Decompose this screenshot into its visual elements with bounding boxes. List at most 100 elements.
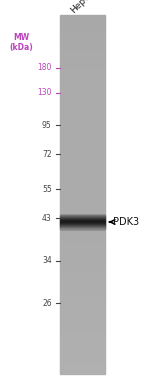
Bar [60,364,105,365]
Bar [60,246,105,247]
Bar [60,367,105,368]
Bar [60,213,105,214]
Bar [60,210,105,212]
Bar [60,88,105,90]
Bar [60,156,105,157]
Bar [60,198,105,200]
Bar [60,49,105,50]
Text: 130: 130 [37,88,52,97]
Bar [60,346,105,347]
Bar [60,120,105,121]
Bar [60,215,105,217]
Bar [60,341,105,342]
Bar [60,264,105,266]
Bar [60,217,105,218]
Bar [60,231,105,232]
Bar [60,371,105,372]
Bar [60,133,105,134]
Bar [60,209,105,210]
Bar [60,352,105,353]
Bar [60,255,105,256]
Bar [60,232,105,233]
Bar [60,146,105,147]
Bar [60,81,105,83]
Bar [60,87,105,88]
Bar [60,316,105,317]
Bar [60,335,105,336]
Bar [60,176,105,177]
Bar [60,219,105,220]
Bar [60,177,105,178]
Bar [60,273,105,274]
Bar [60,312,105,313]
Bar [60,334,105,335]
Bar [60,313,105,315]
Bar [60,174,105,176]
Bar [60,281,105,282]
Bar [60,239,105,240]
Bar [60,280,105,281]
Bar [60,357,105,358]
Bar [60,115,105,116]
Bar [60,144,105,145]
Bar [60,39,105,41]
Bar [60,95,105,96]
Bar [60,249,105,250]
Bar [60,152,105,153]
Bar [60,164,105,165]
Bar [60,355,105,357]
Bar [60,193,105,194]
Bar [60,158,105,159]
Bar [60,359,105,360]
Bar [60,276,105,278]
Bar [60,165,105,166]
Bar [60,263,105,264]
Text: HepG2: HepG2 [69,0,97,15]
Bar [60,350,105,352]
Bar [60,189,105,190]
Bar [60,254,105,255]
Bar [60,196,105,197]
Bar [60,99,105,100]
Bar [60,38,105,39]
Bar [60,278,105,279]
Bar [60,299,105,300]
Bar [60,279,105,280]
Bar [60,325,105,327]
Bar [60,163,105,164]
Bar [60,343,105,344]
Bar [60,349,105,350]
Bar [60,123,105,124]
Bar [60,329,105,330]
Bar [60,266,105,267]
Bar [60,66,105,67]
Bar [60,252,105,254]
Bar [60,191,105,193]
Bar [60,119,105,120]
Bar [60,244,105,245]
Bar [60,105,105,107]
Bar [60,293,105,294]
Bar [60,24,105,25]
Bar [60,271,105,273]
Bar [60,20,105,21]
Bar [60,368,105,370]
Bar [60,154,105,156]
Bar [60,132,105,133]
Bar [60,282,105,283]
Bar [60,134,105,135]
Bar [60,291,105,292]
Bar [60,32,105,34]
Bar [60,83,105,84]
Bar [60,169,105,170]
Bar [60,202,105,203]
Bar [60,344,105,346]
Bar [60,170,105,171]
Bar [60,98,105,99]
Bar [60,71,105,72]
Text: PDK3: PDK3 [113,217,139,227]
Text: 72: 72 [42,150,52,159]
Bar [60,107,105,108]
Bar [60,318,105,319]
Bar [60,298,105,299]
